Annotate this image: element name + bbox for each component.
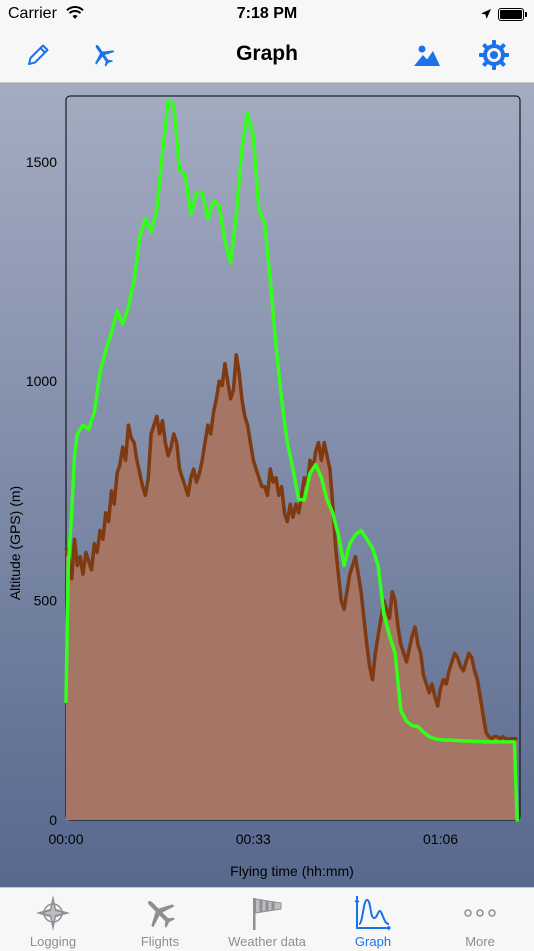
status-time: 7:18 PM: [236, 5, 298, 22]
tab-flights[interactable]: Flights: [107, 888, 213, 951]
battery-icon: [498, 8, 527, 21]
tab-label: Weather data: [228, 934, 306, 949]
tab-graph[interactable]: Graph: [320, 888, 426, 951]
gear-icon: [479, 40, 509, 70]
image-button[interactable]: [410, 38, 444, 72]
settings-button[interactable]: [477, 38, 511, 72]
tab-more[interactable]: More: [427, 888, 533, 951]
location-arrow-icon: [480, 7, 492, 25]
altitude-chart: 0 500 1000 1500 00:00 00:33 01:06 Altitude (G…: [7, 95, 521, 879]
nav-bar: Graph: [0, 28, 534, 83]
tab-label: More: [465, 934, 495, 949]
tab-label: Logging: [29, 934, 77, 949]
altitude-graph[interactable]: 0 500 1000 1500 00:00 00:33 01:06 Altitude (G…: [0, 83, 534, 887]
status-bar: Carrier 7:18 PM: [0, 0, 534, 28]
ground-area-series: [64, 353, 518, 820]
graph-icon: [353, 894, 393, 932]
altitude-line-series: [64, 98, 519, 822]
y-tick-label: 1000: [26, 373, 57, 389]
x-tick-label: 01:06: [423, 831, 458, 847]
y-tick-label: 1500: [26, 154, 57, 170]
tab-weather-data[interactable]: Weather data: [214, 888, 320, 951]
compass-star-icon: [33, 894, 73, 932]
tab-bar: Logging Flights Weather data Graph: [0, 887, 534, 951]
tab-logging[interactable]: Logging: [0, 888, 106, 951]
windsock-icon: [247, 894, 287, 932]
carrier-label: Carrier: [8, 5, 57, 22]
flight-button[interactable]: [86, 38, 120, 72]
x-axis-ticks: 00:00 00:33 01:06: [48, 831, 458, 847]
x-tick-label: 00:00: [48, 831, 83, 847]
edit-button[interactable]: [21, 38, 55, 72]
y-tick-label: 0: [49, 812, 57, 828]
airplane-icon: [95, 44, 115, 67]
page-title: Graph: [236, 42, 298, 65]
tab-label: Graph: [354, 934, 392, 949]
x-axis-label: Flying time (hh:mm): [230, 863, 354, 879]
more-dots-icon: [460, 894, 500, 932]
airplane-icon: [140, 894, 180, 932]
y-axis-label: Altitude (GPS) (m): [7, 486, 23, 600]
ground-area-fill: [66, 354, 518, 820]
pencil-icon: [28, 44, 49, 65]
wifi-icon: [66, 6, 84, 25]
y-axis-ticks: 0 500 1000 1500: [26, 154, 57, 828]
altitude-line: [64, 98, 519, 822]
y-tick-label: 500: [34, 593, 58, 609]
tab-label: Flights: [140, 934, 180, 949]
image-icon: [414, 45, 440, 66]
ground-area-line: [64, 353, 518, 741]
x-tick-label: 00:33: [236, 831, 271, 847]
